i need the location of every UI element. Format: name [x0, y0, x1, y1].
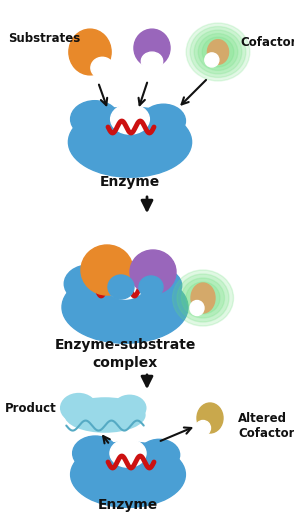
Ellipse shape — [197, 403, 223, 433]
Ellipse shape — [190, 27, 246, 77]
Ellipse shape — [196, 420, 211, 436]
Ellipse shape — [205, 53, 219, 67]
Text: Enzyme: Enzyme — [98, 498, 158, 512]
Ellipse shape — [71, 442, 186, 507]
Ellipse shape — [139, 276, 163, 298]
Ellipse shape — [114, 396, 146, 420]
Ellipse shape — [190, 301, 204, 315]
Ellipse shape — [181, 278, 225, 318]
Ellipse shape — [65, 398, 145, 432]
Ellipse shape — [137, 268, 182, 303]
Text: Substrates: Substrates — [8, 32, 80, 45]
Ellipse shape — [105, 268, 145, 299]
Ellipse shape — [198, 34, 238, 71]
Ellipse shape — [186, 282, 220, 314]
Ellipse shape — [141, 104, 186, 138]
Ellipse shape — [208, 40, 228, 65]
Ellipse shape — [111, 104, 149, 134]
Ellipse shape — [186, 23, 250, 81]
Text: Enzyme: Enzyme — [100, 175, 160, 189]
Text: Cofactor: Cofactor — [240, 35, 294, 49]
Ellipse shape — [62, 271, 188, 343]
Ellipse shape — [69, 29, 111, 75]
Ellipse shape — [73, 436, 118, 471]
Ellipse shape — [177, 274, 229, 322]
Ellipse shape — [108, 275, 134, 299]
Ellipse shape — [134, 29, 170, 67]
Ellipse shape — [191, 283, 215, 313]
Text: Product: Product — [5, 401, 57, 415]
Ellipse shape — [69, 107, 192, 177]
Ellipse shape — [64, 265, 114, 303]
Text: Altered
Cofactor: Altered Cofactor — [238, 412, 294, 440]
Ellipse shape — [141, 52, 163, 70]
Ellipse shape — [110, 439, 146, 467]
Ellipse shape — [194, 30, 242, 74]
Ellipse shape — [91, 57, 114, 78]
Ellipse shape — [139, 439, 180, 471]
Ellipse shape — [71, 101, 119, 138]
Ellipse shape — [81, 245, 133, 295]
Ellipse shape — [130, 250, 176, 294]
Text: Enzyme-substrate
complex: Enzyme-substrate complex — [54, 338, 196, 370]
Ellipse shape — [173, 270, 233, 326]
Ellipse shape — [202, 37, 234, 67]
Ellipse shape — [61, 394, 96, 422]
